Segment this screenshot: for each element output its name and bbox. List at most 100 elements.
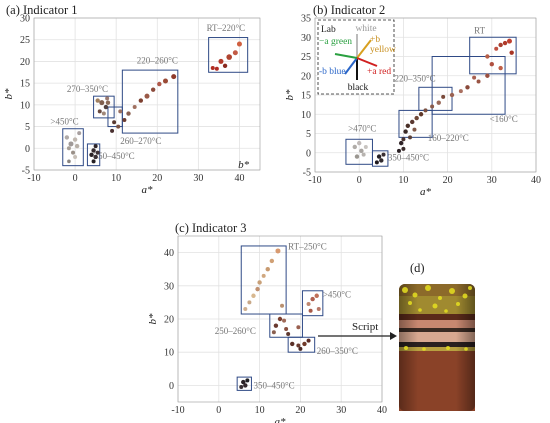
data-point <box>502 40 508 46</box>
data-point <box>498 42 503 48</box>
region-label: >450°C <box>323 289 351 299</box>
y-axis-label: b* <box>3 88 15 100</box>
y-tick-label: 0 <box>25 144 30 155</box>
data-point <box>405 123 411 128</box>
data-point <box>275 248 281 254</box>
data-point <box>436 100 441 105</box>
data-point <box>247 300 252 305</box>
data-point <box>277 316 283 322</box>
y-tick-label: 15 <box>301 91 311 102</box>
region-label: 160–220°C <box>428 133 469 143</box>
inset-plus-b-label: +b <box>370 35 380 45</box>
region-label: 270–350°C <box>67 84 108 94</box>
data-point <box>68 141 74 147</box>
x-axis-extra-label: b* <box>238 159 250 171</box>
data-point <box>458 89 463 94</box>
region-label: 220–260°C <box>137 56 178 66</box>
y-tick-label: -5 <box>22 166 30 177</box>
y-tick-label: 5 <box>306 129 311 140</box>
x-tick-label: 10 <box>111 173 121 184</box>
data-point <box>376 154 382 159</box>
data-point <box>430 104 435 109</box>
region-box <box>287 336 316 353</box>
y-axis-label: b* <box>284 89 296 101</box>
inset-black-label: black <box>348 83 369 93</box>
data-point <box>498 65 503 71</box>
data-point <box>105 96 110 101</box>
inset-green-label: −a green <box>319 37 352 47</box>
inset-white-label: white <box>355 24 376 34</box>
data-point <box>271 330 276 335</box>
y-tick-label: -5 <box>303 168 311 179</box>
x-tick-label: 30 <box>193 173 203 184</box>
region-box <box>371 150 389 167</box>
x-axis-label: a* <box>275 416 287 423</box>
data-point <box>126 111 131 116</box>
x-tick-label: 30 <box>336 405 346 416</box>
inset-title: Lab <box>321 25 336 35</box>
data-point <box>310 296 315 302</box>
data-point <box>236 41 242 47</box>
x-tick-label: 20 <box>152 173 162 184</box>
x-tick-label: 10 <box>255 405 265 416</box>
data-point <box>269 258 275 264</box>
data-point <box>363 144 368 149</box>
x-tick-label: 40 <box>234 173 244 184</box>
data-point <box>243 383 248 388</box>
data-point <box>74 143 80 149</box>
green-axis <box>334 53 358 59</box>
data-point <box>162 78 168 84</box>
data-point <box>472 75 477 80</box>
data-point <box>89 152 94 157</box>
region-label: >450°C <box>50 116 78 126</box>
data-point <box>408 135 413 140</box>
data-point <box>314 293 319 298</box>
y-axis-label: b* <box>147 313 159 325</box>
x-tick-label: 0 <box>216 405 221 416</box>
y-tick-label: 30 <box>20 14 30 25</box>
data-point <box>144 93 150 99</box>
data-point <box>352 144 357 150</box>
data-point <box>489 61 494 67</box>
data-point <box>441 94 446 99</box>
data-point <box>284 326 289 331</box>
y-tick-label: 0 <box>306 148 311 159</box>
data-point <box>132 105 137 110</box>
chart-title: (c) Indicator 3 <box>175 221 247 235</box>
y-tick-label: 35 <box>301 14 311 25</box>
indicator-cylinder-photo <box>399 284 475 411</box>
chart-indicator-2: (b) Indicator 2 -10 0 10 20 30 40 -5 0 5 10 15 20 25 3… <box>284 3 541 198</box>
region-box <box>86 143 101 167</box>
region-box <box>469 36 517 75</box>
arrow-head <box>390 332 397 340</box>
data-point <box>222 63 228 68</box>
data-point <box>418 112 424 117</box>
data-point <box>77 131 82 136</box>
data-point <box>403 129 408 134</box>
data-point <box>509 50 514 55</box>
data-point <box>401 137 406 142</box>
data-point <box>103 104 109 110</box>
data-point <box>101 111 106 116</box>
red-axis <box>356 57 378 67</box>
x-axis-label: a* <box>420 186 432 198</box>
blue-axis <box>344 57 358 75</box>
y-tick-label: 25 <box>20 35 30 46</box>
region-label: 350–450°C <box>388 152 429 162</box>
y-tick-label: 25 <box>301 52 311 63</box>
data-point <box>261 273 266 278</box>
region-label: RT–220°C <box>207 23 246 33</box>
x-tick-label: 10 <box>398 175 408 186</box>
photo-panel: (d) <box>399 261 475 411</box>
data-point <box>280 303 285 308</box>
data-point <box>157 81 162 87</box>
y-tick-label: 5 <box>25 122 30 133</box>
script-label: Script <box>352 321 378 333</box>
data-point <box>232 50 238 56</box>
region-label: 350–450°C <box>253 381 294 391</box>
data-point <box>105 100 111 105</box>
x-tick-label: 0 <box>357 175 362 186</box>
data-point <box>93 154 98 160</box>
x-axis-label: a* <box>142 184 154 196</box>
data-point <box>298 346 303 351</box>
